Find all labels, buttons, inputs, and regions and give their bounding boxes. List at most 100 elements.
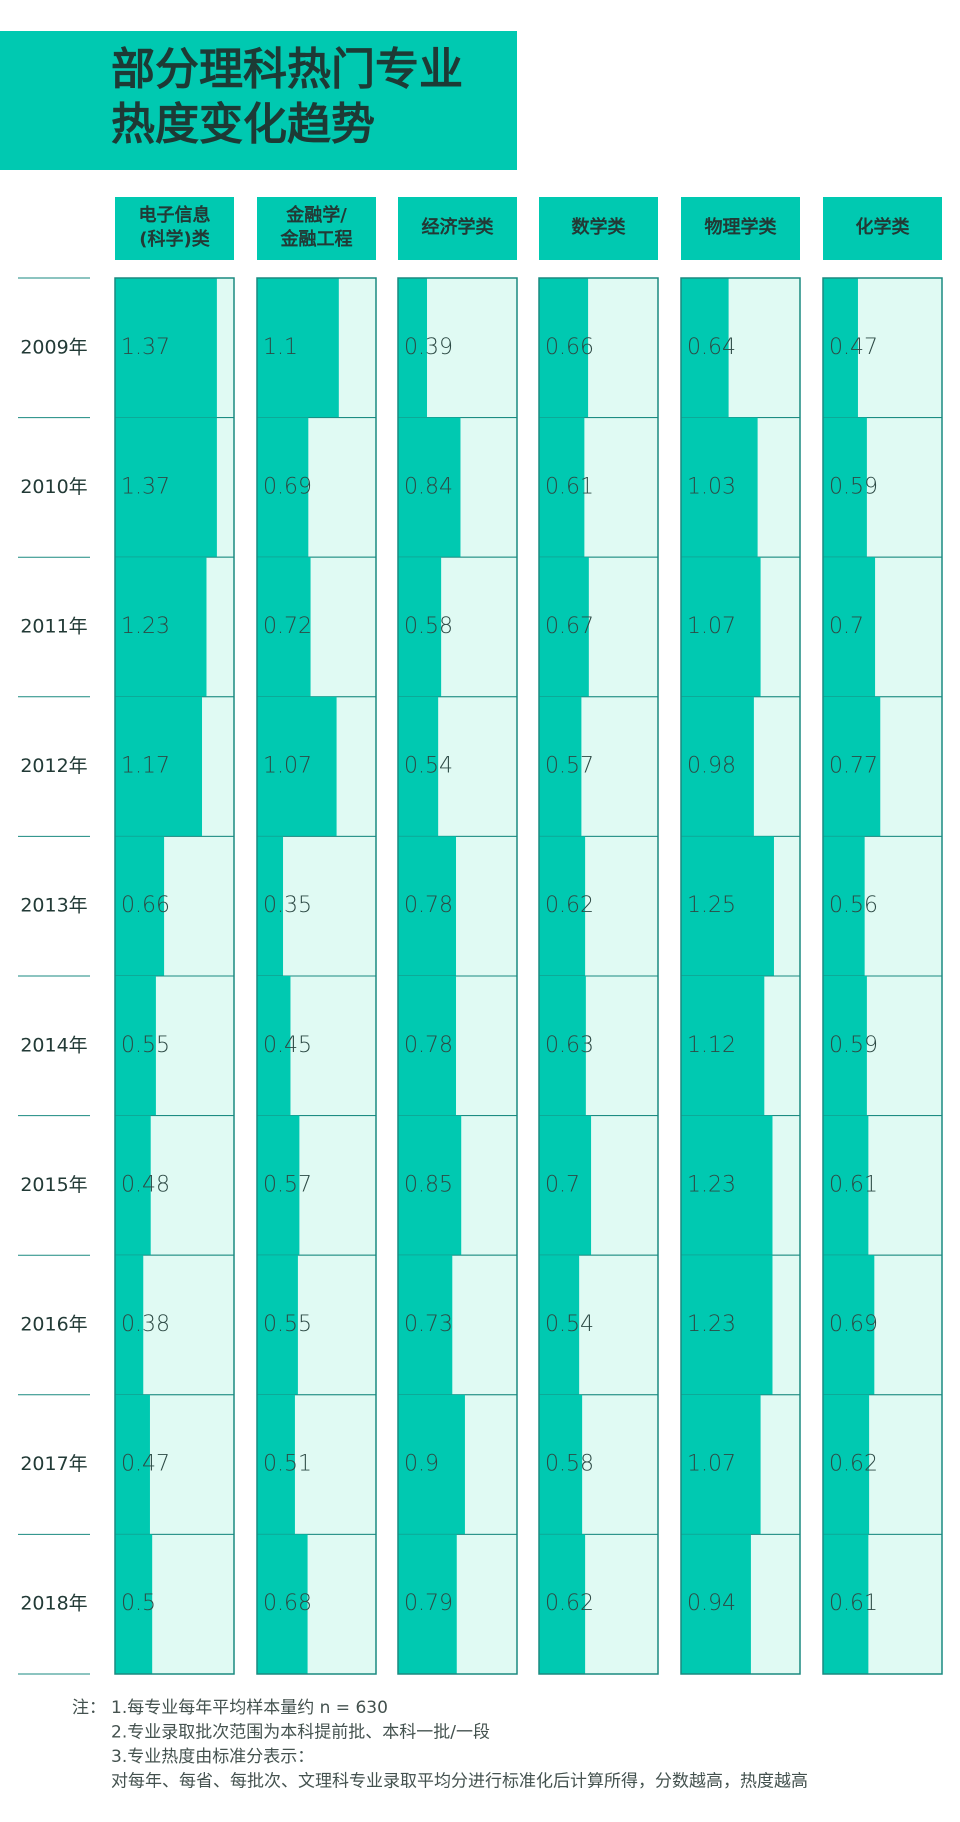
bar (539, 278, 589, 418)
value-label: 0.94 (687, 1591, 736, 1616)
note-label: 注： (72, 1698, 106, 1718)
value-label: 1.07 (687, 614, 736, 639)
value-label: 0.35 (263, 893, 312, 918)
value-label: 1.25 (687, 893, 736, 918)
legend-box (115, 197, 234, 260)
bar (823, 557, 876, 697)
value-label: 1.37 (121, 474, 170, 499)
value-label: 1.37 (121, 335, 170, 360)
value-label: 0.66 (545, 335, 594, 360)
y-tick-label: 2014年 (20, 1034, 87, 1056)
title-banner (0, 31, 517, 170)
value-label: 0.62 (545, 1591, 594, 1616)
bar (398, 836, 457, 976)
value-label: 0.69 (263, 474, 312, 499)
bar (398, 696, 439, 837)
value-label: 0.48 (121, 1172, 170, 1197)
bar (398, 1394, 465, 1535)
y-tick-label: 2018年 (20, 1593, 87, 1615)
value-label: 0.62 (829, 1452, 878, 1477)
bar (681, 1534, 751, 1674)
legend-box (398, 197, 517, 260)
legend-label: 物理学类 (705, 216, 778, 238)
value-label: 1.03 (687, 474, 736, 499)
bar (115, 1394, 150, 1535)
bar (115, 1115, 151, 1256)
bar (681, 278, 729, 418)
legend-label: 化学类 (856, 216, 911, 238)
value-label: 0.55 (121, 1033, 170, 1058)
bar (398, 557, 442, 697)
note: 对每年、每省、每批次、文理科专业录取平均分进行标准化后计算所得，分数越高，热度越… (111, 1772, 808, 1792)
bar (398, 1534, 457, 1674)
legend-box (539, 197, 658, 260)
legend-box (257, 197, 376, 260)
value-label: 1.23 (121, 614, 170, 639)
value-label: 0.51 (263, 1452, 312, 1477)
value-label: 0.47 (121, 1452, 170, 1477)
y-tick-label: 2017年 (20, 1453, 87, 1475)
value-label: 0.55 (263, 1312, 312, 1337)
value-label: 0.45 (263, 1033, 312, 1058)
bar (823, 278, 858, 418)
value-label: 1.17 (121, 754, 170, 779)
value-label: 0.7 (545, 1172, 580, 1197)
column-border (822, 277, 943, 1675)
bar (257, 1534, 308, 1674)
legend-box (681, 197, 800, 260)
bar (539, 1534, 586, 1674)
column-border (114, 277, 235, 1675)
value-label: 0.59 (829, 474, 878, 499)
value-label: 0.7 (829, 614, 864, 639)
bar (398, 1115, 462, 1256)
bar (539, 557, 589, 697)
bar (681, 417, 758, 558)
column-border (680, 277, 801, 1675)
value-label: 0.59 (829, 1033, 878, 1058)
bar (115, 1534, 153, 1674)
value-label: 0.68 (263, 1591, 312, 1616)
value-label: 0.58 (545, 1452, 594, 1477)
note: 1.每专业每年平均样本量约 n = 630 (111, 1698, 388, 1718)
bar (398, 1255, 453, 1395)
value-label: 0.9 (404, 1452, 439, 1477)
value-label: 0.54 (545, 1312, 594, 1337)
bar (115, 557, 207, 697)
bar (823, 1534, 869, 1674)
bar (115, 696, 203, 837)
value-label: 0.84 (404, 474, 453, 499)
value-label: 1.1 (263, 335, 298, 360)
note: 3.专业热度由标准分表示： (111, 1747, 314, 1767)
value-label: 0.57 (545, 754, 594, 779)
value-label: 0.39 (404, 335, 453, 360)
bar (115, 976, 156, 1116)
bar (539, 836, 586, 976)
value-label: 0.66 (121, 893, 170, 918)
value-label: 1.07 (263, 754, 312, 779)
y-tick-label: 2013年 (20, 895, 87, 917)
column-border (256, 277, 377, 1675)
bar (823, 1255, 875, 1395)
bar (823, 696, 881, 837)
bar (257, 1115, 300, 1256)
y-tick-label: 2015年 (20, 1174, 87, 1196)
bar (681, 1115, 773, 1256)
value-label: 0.73 (404, 1312, 453, 1337)
bar (257, 417, 309, 558)
value-label: 0.85 (404, 1172, 453, 1197)
bar (823, 1394, 870, 1535)
bar (681, 976, 765, 1116)
bar (257, 1255, 298, 1395)
legend-label: 金融学/金融工程 (280, 204, 353, 250)
legend-label: 电子信息(科学)类 (139, 204, 211, 250)
bar (257, 976, 291, 1116)
bar (257, 278, 339, 418)
bar (539, 1394, 583, 1535)
note: 2.专业录取批次范围为本科提前批、本科一批/一段 (111, 1723, 490, 1743)
bar (539, 417, 585, 558)
value-label: 0.61 (829, 1591, 878, 1616)
value-label: 1.12 (687, 1033, 736, 1058)
value-label: 0.79 (404, 1591, 453, 1616)
bar (539, 1115, 592, 1256)
